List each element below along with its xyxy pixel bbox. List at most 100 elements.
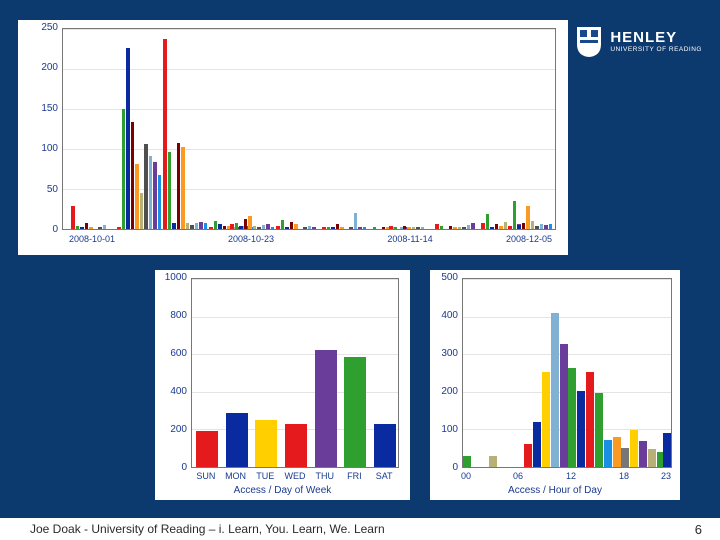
logo-subline: UNIVERSITY OF READING [610,47,702,54]
bar [540,224,544,229]
bar [577,391,585,467]
bar [481,223,485,229]
bar [153,162,157,229]
bar [551,313,559,467]
x-tick: 2008-10-01 [69,234,115,244]
bar [499,226,503,229]
bar [604,440,612,467]
bar [181,147,185,229]
bar [172,223,176,229]
bar [524,444,532,467]
bar [394,227,398,229]
bar [586,372,594,467]
footer: Joe Doak - University of Reading – i. Le… [0,518,720,540]
bar [358,227,362,229]
x-tick: 12 [566,471,576,481]
bar [158,175,162,229]
bar [276,226,280,229]
bar [449,226,453,229]
logo-text: HENLEY UNIVERSITY OF READING [610,30,702,54]
bar [98,227,102,229]
y-tick: 300 [430,348,458,359]
top-chart: 050100150200250 2008-10-012008-10-232008… [18,20,568,255]
footer-caption: Joe Doak - University of Reading – i. Le… [30,522,385,536]
bar [177,143,181,229]
bar [199,222,203,229]
bar [322,227,326,229]
bar [513,201,517,229]
x-tick: 06 [513,471,523,481]
bar [389,226,393,229]
bar [354,213,358,229]
x-tick: MON [225,471,246,481]
bar [163,39,167,229]
bar [533,422,541,467]
bar [486,214,490,229]
page-number: 6 [695,522,702,537]
bar [285,227,289,229]
hour-of-day-axis-title: Access / Hour of Day [430,485,680,496]
bar [262,225,266,229]
bar [504,222,508,229]
bar [149,156,153,229]
bar [253,226,257,229]
slide: HENLEY UNIVERSITY OF READING 05010015020… [0,0,720,540]
bar [312,227,316,229]
bar [196,431,218,467]
bar [349,227,353,229]
bar [131,122,135,229]
bar [344,357,366,467]
bar [80,227,84,229]
bar [248,216,252,229]
bar [209,227,213,229]
bar [140,193,144,229]
bar [235,223,239,229]
bar [463,456,471,467]
bar [648,449,656,467]
bar [542,372,550,467]
bar [230,224,234,229]
bar [495,224,499,229]
y-tick: 250 [18,22,58,33]
bar [168,152,172,229]
bar [453,227,457,229]
bar [382,227,386,229]
bar [560,344,568,468]
hour-of-day-plot [462,278,672,468]
x-tick: TUE [256,471,274,481]
bar [544,225,548,229]
bar [621,448,629,467]
bar [421,227,425,229]
y-tick: 200 [18,62,58,73]
bar [435,224,439,229]
bar [135,164,139,229]
y-tick: 400 [430,310,458,321]
bar [303,227,307,229]
bar [462,227,466,229]
y-tick: 600 [155,348,187,359]
x-tick: FRI [347,471,362,481]
x-tick: WED [285,471,306,481]
day-of-week-chart: 02004006008001000 SUNMONTUEWEDTHUFRISAT … [155,270,410,500]
bar [76,226,80,229]
bar [266,224,270,229]
bar [508,226,512,229]
bar [517,225,521,229]
y-tick: 0 [430,462,458,473]
x-tick: 23 [661,471,671,481]
bar [255,420,277,467]
y-tick: 100 [18,143,58,154]
bar [223,226,227,229]
bar [407,227,411,229]
x-tick: THU [315,471,334,481]
x-tick: 2008-10-23 [228,234,274,244]
bar [218,224,222,229]
bar [412,227,416,229]
bar [244,219,248,229]
y-tick: 0 [18,224,58,235]
y-tick: 200 [430,386,458,397]
bar [257,227,261,229]
bar [126,48,130,229]
bar [71,206,75,229]
bar [568,368,576,467]
